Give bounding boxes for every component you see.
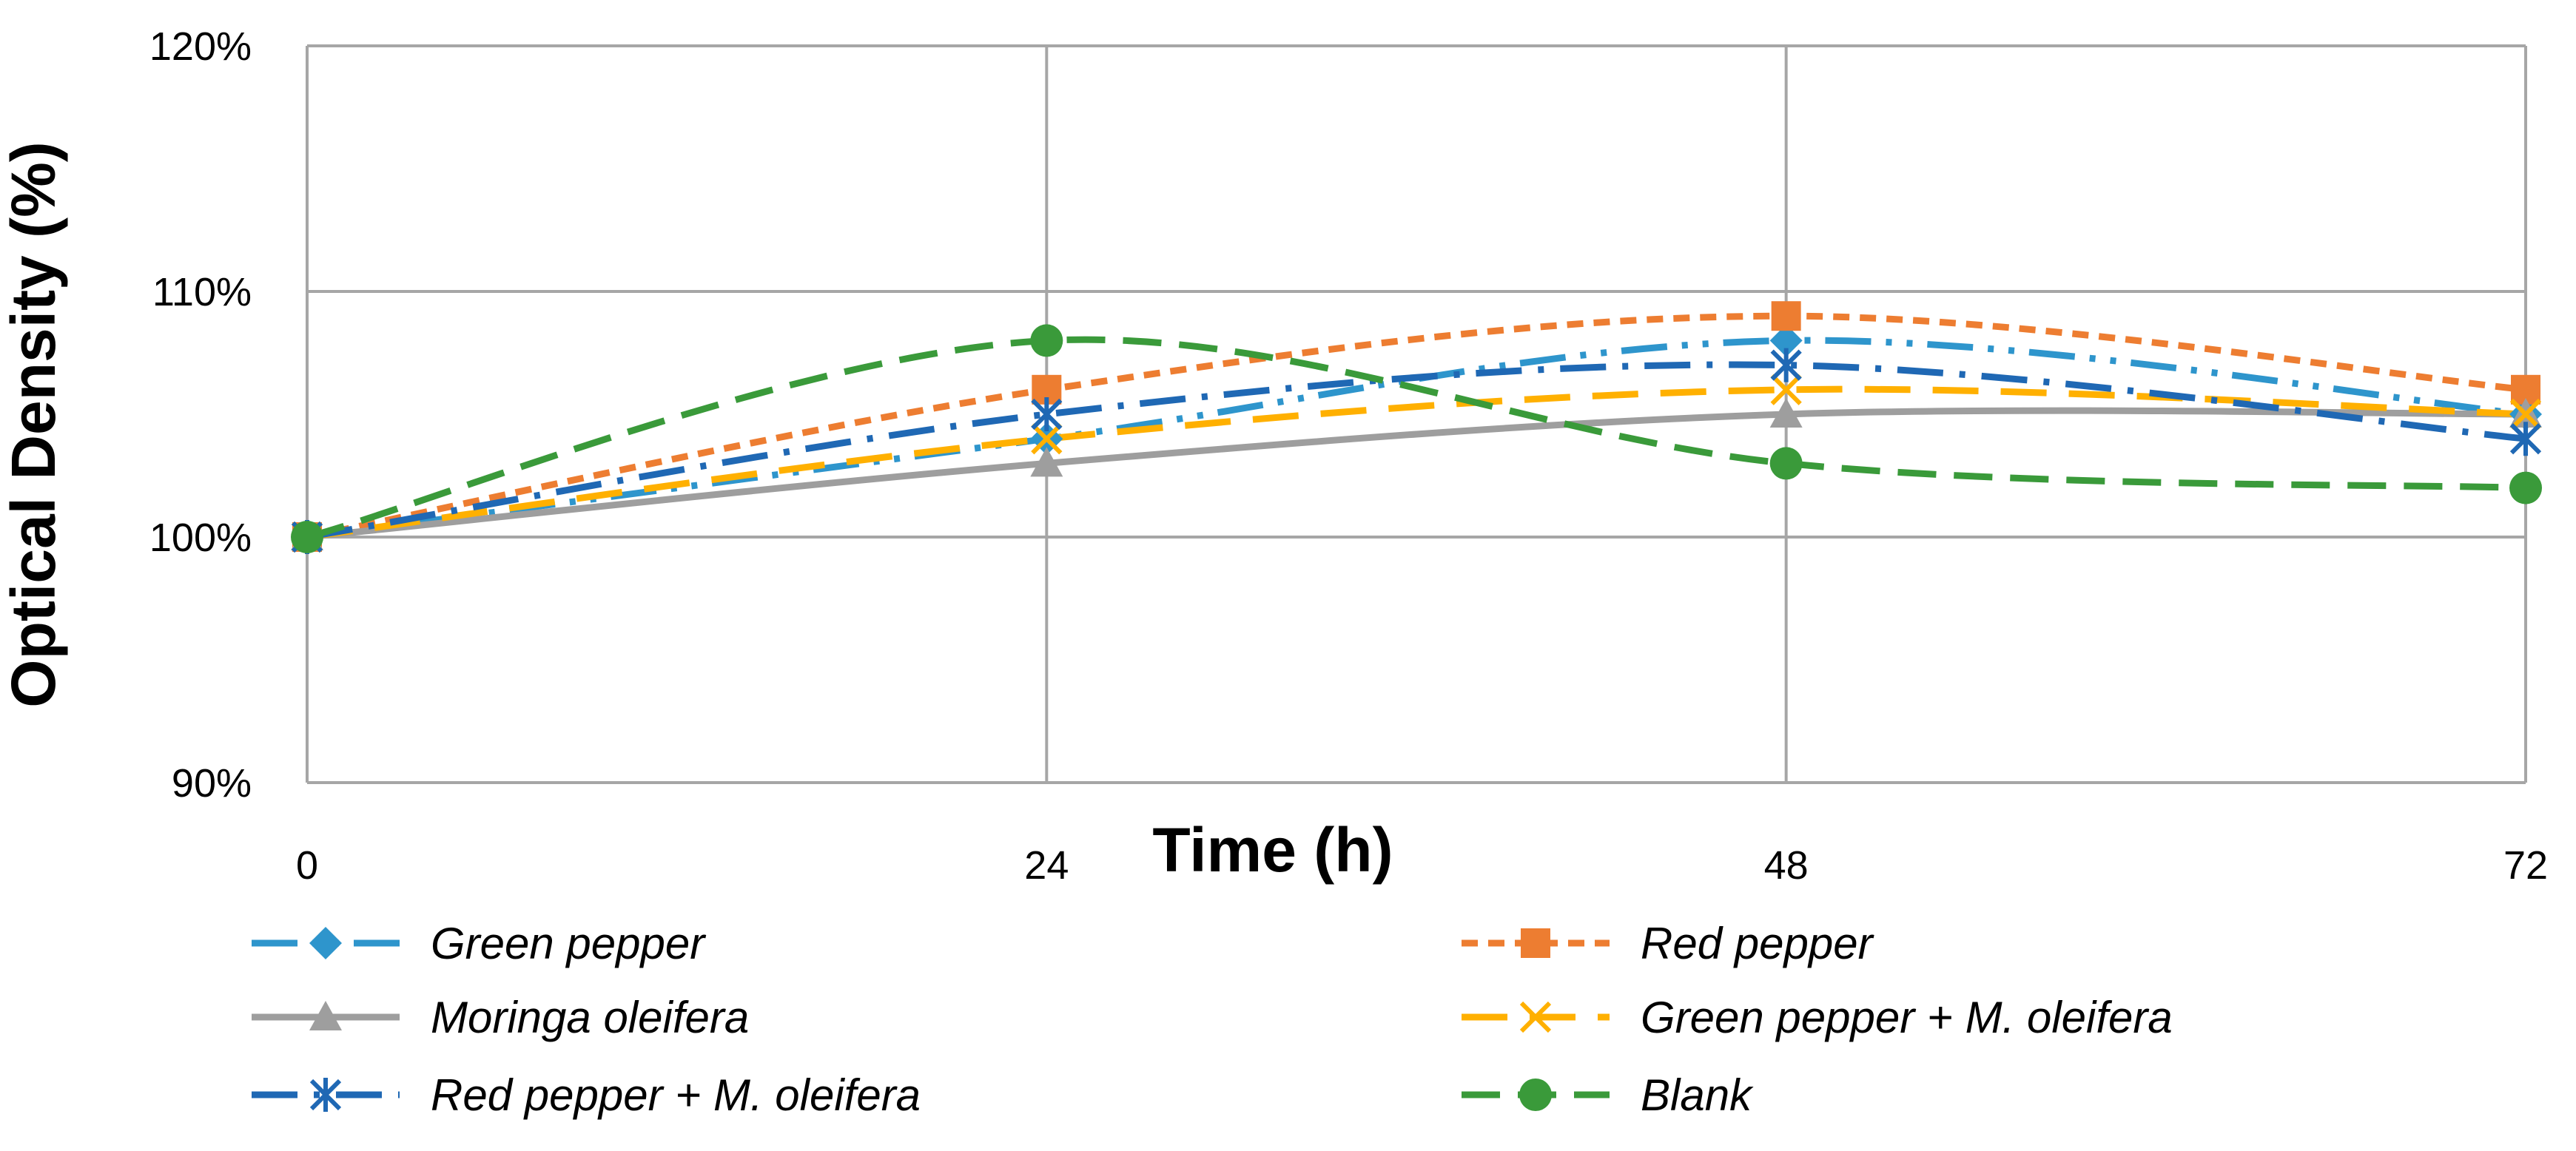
legend-label: Green pepper + M. oleifera <box>1641 993 2173 1042</box>
data-point-marker <box>1770 374 1802 405</box>
legend-marker <box>309 1078 342 1112</box>
y-tick-label: 120% <box>149 24 252 69</box>
series-line <box>306 385 2526 541</box>
data-point-marker <box>1031 397 1063 431</box>
data-point-marker <box>1770 348 1802 382</box>
data-point-marker <box>2509 422 2542 456</box>
legend-label: Moringa oleifera <box>431 993 749 1042</box>
legend-label: Red pepper <box>1641 919 1874 968</box>
legend-item: Moringa oleifera <box>252 993 749 1042</box>
data-point-marker <box>2509 398 2542 431</box>
legend-marker <box>1519 1001 1552 1033</box>
x-tick-label: 48 <box>1764 843 1809 888</box>
legend-label: Red pepper + M. oleifera <box>431 1070 921 1120</box>
data-point-marker <box>1769 398 1803 428</box>
y-tick-label: 100% <box>149 516 252 560</box>
series-line <box>306 336 2526 541</box>
series-line <box>306 312 2526 541</box>
legend-label: Green pepper <box>431 919 706 968</box>
legend-marker <box>309 1001 342 1030</box>
x-axis-ticks: 0 24 48 72 <box>296 843 2548 888</box>
legend-item: Green pepper + M. oleifera <box>1462 993 2173 1042</box>
data-point-marker <box>1769 447 1803 480</box>
legend: Green pepper Red pepper Moringa oleifera Gr… <box>252 919 2173 1120</box>
legend-label: Blank <box>1641 1070 1754 1120</box>
series-line <box>306 337 2526 541</box>
series-lines <box>306 312 2526 541</box>
legend-marker <box>309 927 342 959</box>
legend-item: Green pepper <box>252 919 706 968</box>
x-axis-title: Time (h) <box>1152 815 1393 885</box>
data-point-marker <box>2509 471 2542 504</box>
x-tick-label: 72 <box>2503 843 2548 888</box>
y-tick-label: 90% <box>172 761 252 806</box>
legend-item: Red pepper + M. oleifera <box>252 1070 921 1120</box>
series-line <box>306 407 2526 541</box>
y-tick-label: 110% <box>152 270 252 314</box>
legend-item: Red pepper <box>1462 919 1874 968</box>
legend-marker <box>1519 1079 1552 1111</box>
legend-item: Blank <box>1462 1070 1754 1120</box>
x-tick-label: 0 <box>296 843 318 888</box>
data-point-marker <box>1030 324 1063 357</box>
data-point-marker <box>1031 423 1063 455</box>
series-line <box>306 361 2526 541</box>
y-axis-title: Optical Density (%) <box>0 141 68 707</box>
series-markers <box>291 301 2542 554</box>
y-axis-ticks: 90% 100% 110% 120% <box>149 24 252 806</box>
legend-marker <box>1521 928 1550 958</box>
data-point-marker <box>1030 447 1063 477</box>
data-point-marker <box>1769 324 1803 357</box>
data-point-marker <box>291 521 323 553</box>
data-point-marker <box>1771 301 1801 331</box>
x-tick-label: 24 <box>1024 843 1069 888</box>
